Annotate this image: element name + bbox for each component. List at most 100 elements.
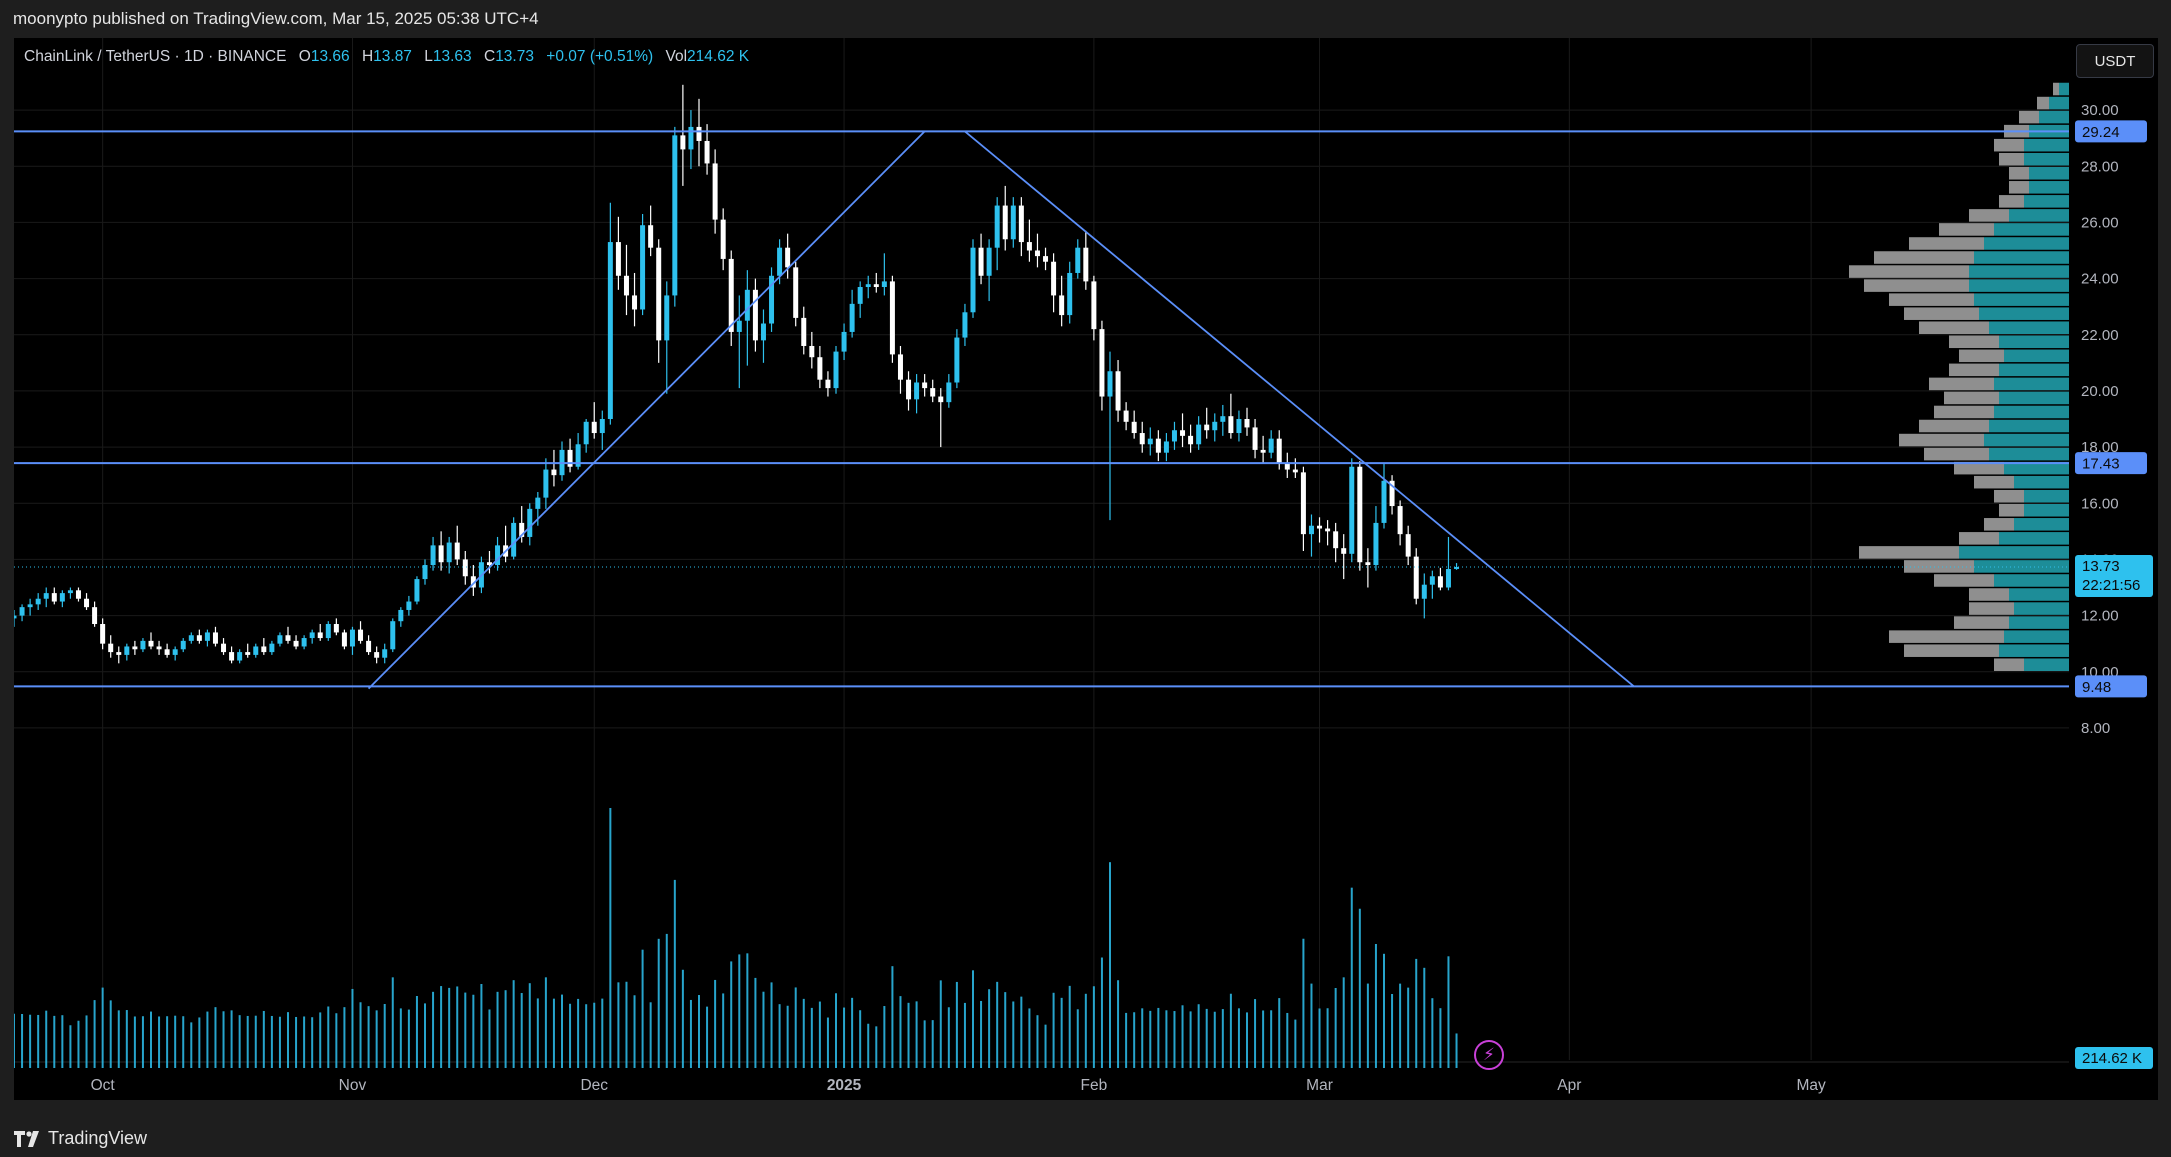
price-chart[interactable]: 8.0010.0012.0014.0016.0018.0020.0022.002… bbox=[14, 38, 2158, 1100]
volume-bar bbox=[1310, 983, 1313, 1068]
profile-down-bar bbox=[1994, 138, 2024, 152]
volume-badge bbox=[2075, 1047, 2153, 1069]
volume-bar bbox=[190, 1022, 193, 1068]
candle-body bbox=[1317, 525, 1323, 529]
candle-body bbox=[1429, 576, 1435, 585]
profile-up-bar bbox=[2009, 616, 2069, 629]
candle-body bbox=[1276, 438, 1282, 464]
y-tick-label: 12.00 bbox=[2081, 608, 2119, 625]
volume-bar bbox=[166, 1016, 169, 1068]
candle-body bbox=[1002, 205, 1008, 240]
candle-body bbox=[986, 247, 992, 276]
candle-body bbox=[777, 247, 783, 276]
candle-body bbox=[1051, 261, 1057, 296]
volume-bar bbox=[327, 1006, 330, 1068]
profile-down-bar bbox=[1949, 335, 1999, 349]
candle-body bbox=[1397, 506, 1403, 535]
candle-body bbox=[317, 632, 323, 639]
candle-body bbox=[543, 469, 549, 498]
volume-bar bbox=[561, 994, 563, 1068]
candle-body bbox=[333, 624, 339, 633]
x-tick-label: Apr bbox=[1557, 1077, 1581, 1094]
candle-body bbox=[1325, 528, 1331, 532]
candle-body bbox=[1373, 522, 1379, 566]
grid-lines bbox=[14, 38, 2069, 1063]
candle-body bbox=[623, 275, 629, 296]
legend-high-value: 13.87 bbox=[373, 48, 412, 65]
profile-down-bar bbox=[1934, 574, 1994, 587]
candle-body bbox=[59, 593, 65, 602]
candle-body bbox=[1123, 410, 1129, 422]
volume-bar bbox=[214, 1007, 217, 1068]
price-level-badge bbox=[2075, 452, 2147, 475]
legend-close-value: 13.73 bbox=[495, 48, 534, 65]
candles bbox=[14, 84, 1460, 664]
candle-body bbox=[390, 621, 396, 650]
legend-symbol[interactable]: ChainLink / TetherUS · 1D · BINANCE bbox=[24, 48, 287, 65]
legend-open-value: 13.66 bbox=[310, 48, 350, 65]
candle-body bbox=[785, 247, 791, 268]
candle-body bbox=[382, 649, 388, 658]
volume-bar bbox=[1028, 1008, 1031, 1068]
volume-bar bbox=[391, 977, 394, 1068]
candle-body bbox=[551, 469, 557, 476]
profile-up-bar bbox=[1989, 419, 2069, 433]
tradingview-brand: TradingView bbox=[48, 1128, 148, 1148]
candle-body bbox=[591, 421, 597, 434]
volume-bar bbox=[520, 993, 523, 1068]
profile-up-bar bbox=[2004, 461, 2069, 475]
profile-up-bar bbox=[2014, 475, 2069, 489]
candle-body bbox=[897, 354, 903, 380]
profile-down-bar bbox=[1864, 279, 1969, 292]
lightning-icon[interactable]: ⚡ bbox=[1474, 1040, 1504, 1070]
profile-up-bar bbox=[2059, 82, 2069, 96]
candle-body bbox=[1333, 531, 1339, 549]
candle-body bbox=[1308, 525, 1314, 535]
profile-down-bar bbox=[1984, 518, 2014, 531]
candle-body bbox=[769, 275, 775, 324]
legend-open-label: O bbox=[298, 48, 311, 65]
profile-down-bar bbox=[1919, 419, 1989, 433]
volume-bar bbox=[552, 998, 555, 1068]
candle-body bbox=[27, 604, 33, 608]
profile-down-bar bbox=[2019, 110, 2039, 124]
volume-bar bbox=[689, 999, 692, 1068]
volume-bar bbox=[69, 1025, 72, 1068]
currency-unit-button[interactable]: USDT bbox=[2076, 44, 2154, 78]
volume-bar bbox=[311, 1017, 314, 1068]
candle-body bbox=[817, 357, 823, 380]
candle-body bbox=[648, 225, 654, 248]
candle-body bbox=[1018, 205, 1024, 243]
volume-bar bbox=[230, 1010, 233, 1068]
tradingview-logo[interactable]: TradingView bbox=[14, 1128, 147, 1149]
candle-body bbox=[1365, 562, 1371, 566]
legend-low-value: 13.63 bbox=[432, 48, 472, 65]
trend-line bbox=[964, 130, 1635, 688]
candle-body bbox=[454, 542, 460, 560]
candle-body bbox=[35, 598, 41, 605]
candle-body bbox=[374, 652, 380, 658]
volume-bar bbox=[496, 991, 499, 1068]
chart-frame[interactable]: ChainLink / TetherUS · 1D · BINANCE O13.… bbox=[14, 38, 2158, 1100]
volume-bar bbox=[544, 977, 547, 1068]
volume-bar bbox=[899, 996, 902, 1068]
candle-body bbox=[1180, 430, 1186, 436]
profile-down-bar bbox=[1969, 602, 2014, 615]
profile-down-bar bbox=[1939, 223, 1994, 236]
x-tick-label: Feb bbox=[1081, 1077, 1108, 1094]
candle-body bbox=[1252, 427, 1258, 450]
volume-bar bbox=[867, 1023, 870, 1068]
price-level-label: 9.48 bbox=[2082, 679, 2111, 696]
legend-change: +0.07 (+0.51%) bbox=[546, 48, 654, 65]
candle-body bbox=[688, 126, 694, 150]
volume-bar bbox=[278, 1016, 281, 1068]
volume-bar bbox=[158, 1016, 161, 1068]
candle-body bbox=[1349, 466, 1355, 554]
volume-bar bbox=[85, 1015, 88, 1068]
candle-body bbox=[14, 615, 17, 619]
volume-bar bbox=[295, 1016, 298, 1068]
publish-header: moonypto published on TradingView.com, M… bbox=[0, 0, 2171, 38]
profile-up-bar bbox=[2014, 518, 2069, 531]
volume-bar bbox=[222, 1011, 225, 1068]
profile-down-bar bbox=[1899, 433, 1984, 447]
